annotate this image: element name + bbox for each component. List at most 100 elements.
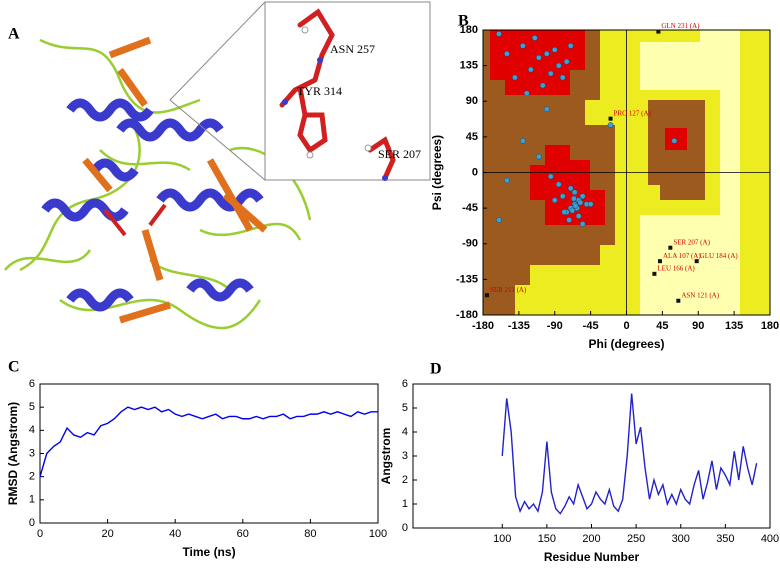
x-tick-label: -90 [547, 320, 563, 332]
x-axis-label: Residue Number [544, 550, 640, 564]
inset: ASN 257 TYR 314 SER 207 [169, 1, 431, 181]
x-tick-label: -180 [472, 320, 494, 332]
x-tick-label: 350 [716, 533, 734, 545]
x-tick-label: -135 [508, 320, 530, 332]
point [551, 197, 558, 204]
x-tick-label: 150 [538, 533, 556, 545]
point [496, 31, 502, 37]
annotation: SER 207 (A) [673, 238, 710, 246]
annotation: GLU 184 (A) [700, 252, 739, 260]
annotation: LEU 166 (A) [657, 264, 695, 272]
residue-label: ASN 257 [330, 42, 375, 56]
x-tick-label: 60 [237, 528, 249, 540]
plot-frame [482, 29, 771, 316]
annotation-point [694, 259, 699, 264]
annotation-point [656, 29, 661, 34]
panel-label: B [458, 13, 469, 30]
point [579, 221, 586, 227]
annotation: ASN 121 (A) [681, 291, 719, 299]
y-tick-label: 2 [402, 474, 408, 486]
point [539, 82, 546, 89]
y-tick-label: 5 [402, 402, 408, 414]
annotation-point [676, 298, 681, 303]
point [571, 189, 578, 196]
point [547, 173, 554, 180]
point [559, 193, 566, 200]
point [563, 58, 570, 65]
y-tick-label: 1 [402, 498, 408, 510]
plot-frame [412, 383, 771, 529]
point [504, 177, 510, 184]
x-tick-label: 400 [761, 533, 779, 545]
x-tick-label: 100 [369, 528, 387, 540]
y-tick-label: 180 [460, 24, 478, 36]
point [523, 90, 530, 97]
annotation: SER 211 (A) [490, 286, 527, 294]
residue-label: SER 207 [378, 147, 421, 161]
y-tick-label: -90 [462, 238, 478, 250]
y-tick-label: -180 [456, 309, 478, 321]
annotation-point [484, 293, 489, 298]
y-tick-label: 135 [460, 60, 478, 72]
point [561, 209, 568, 215]
annotation: PRO 127 (A) [614, 109, 652, 117]
x-axis-label: Time (ns) [182, 545, 235, 559]
y-tick-label: 0 [472, 166, 478, 178]
y-tick-label: 90 [466, 95, 478, 107]
plot-frame [39, 383, 379, 524]
point [527, 66, 534, 73]
y-tick-label: -45 [462, 202, 478, 214]
panel-label: D [430, 361, 442, 378]
point [559, 74, 566, 81]
point [671, 137, 678, 144]
x-tick-label: 40 [169, 528, 181, 540]
point [571, 195, 577, 202]
y-axis-label: Angstrom [379, 428, 393, 485]
annotation-point [668, 245, 673, 250]
panel-label: C [8, 359, 20, 376]
point [555, 181, 562, 188]
y-axis-label: RMSD (Angstrom) [6, 402, 20, 505]
annotation-point [657, 259, 662, 264]
protein-structure [4, 36, 312, 330]
point [567, 185, 574, 192]
x-tick-label: 45 [656, 320, 668, 332]
line [39, 406, 378, 477]
point [551, 46, 558, 53]
point [535, 153, 542, 160]
annotation: ALA 107 (A) [663, 252, 701, 260]
panel-label: A [8, 26, 20, 43]
x-axis-label: Phi (degrees) [588, 337, 664, 351]
point [579, 193, 586, 200]
y-tick-label: 0 [402, 522, 408, 534]
y-tick-label: 45 [466, 131, 478, 143]
y-axis-label: Psi (degrees) [430, 135, 444, 210]
point [512, 74, 518, 81]
line [501, 393, 758, 515]
x-tick-label: 20 [101, 528, 113, 540]
point [520, 137, 526, 144]
point [531, 35, 538, 41]
point [543, 50, 550, 57]
point [496, 217, 502, 223]
point [543, 106, 550, 113]
x-tick-label: 0 [623, 320, 629, 332]
point [575, 213, 582, 219]
y-tick-label: 4 [29, 424, 35, 436]
point [520, 42, 526, 49]
y-tick-label: 2 [29, 471, 35, 483]
point [587, 201, 594, 208]
point [577, 199, 584, 206]
point [547, 70, 554, 77]
x-tick-label: 200 [582, 533, 600, 545]
y-tick-label: 0 [29, 517, 35, 529]
x-tick-label: 250 [627, 533, 645, 545]
point [572, 202, 579, 209]
point [535, 54, 542, 61]
y-tick-label: 5 [29, 401, 35, 413]
x-tick-label: 0 [37, 528, 43, 540]
point [504, 50, 510, 57]
point [569, 207, 576, 214]
annotation-point [652, 271, 657, 276]
